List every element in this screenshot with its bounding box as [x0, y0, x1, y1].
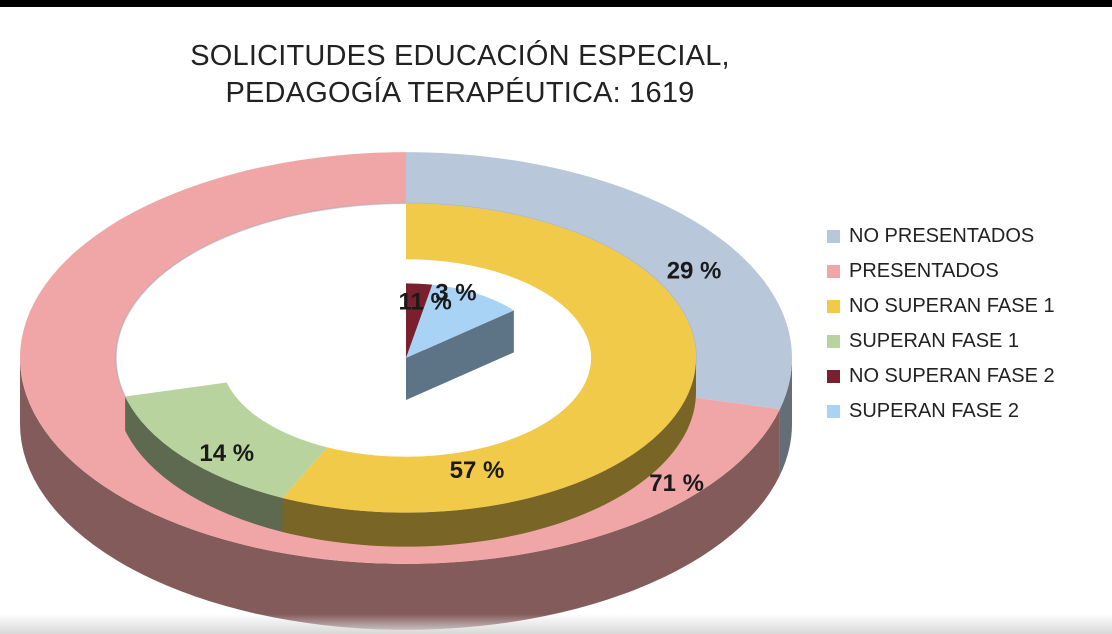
chart-title: SOLICITUDES EDUCACIÓN ESPECIAL, PEDAGOGÍ… — [140, 38, 780, 112]
legend-label: NO PRESENTADOS — [849, 225, 1035, 247]
outer-ring-wall — [20, 358, 780, 630]
data-label: 3 % — [435, 279, 476, 306]
chart-title-line-2: PEDAGOGÍA TERAPÉUTICA: 1619 — [225, 77, 695, 109]
legend-item: NO SUPERAN FASE 1 — [827, 289, 1055, 324]
middle-ring-slice — [125, 382, 328, 498]
data-label: 11 % — [399, 288, 452, 315]
legend-swatch — [827, 335, 840, 348]
legend-label: SUPERAN FASE 2 — [849, 400, 1020, 422]
outer-ring-wall — [779, 358, 792, 476]
chart-legend: NO PRESENTADOS PRESENTADOS NO SUPERAN FA… — [827, 219, 1055, 429]
legend-item: NO PRESENTADOS — [827, 219, 1055, 254]
legend-item: SUPERAN FASE 2 — [827, 394, 1055, 429]
middle-ring-wall — [125, 396, 283, 532]
data-label: 71 % — [649, 470, 704, 497]
legend-label: NO SUPERAN FASE 1 — [849, 295, 1055, 317]
data-label: 14 % — [199, 440, 254, 467]
bottom-fade — [0, 614, 1112, 634]
legend-item: SUPERAN FASE 1 — [827, 324, 1055, 359]
middle-ring-slice — [282, 203, 696, 513]
inner-slice — [406, 283, 433, 358]
legend-swatch — [827, 405, 840, 418]
middle-ring-wall — [282, 358, 696, 547]
legend-swatch — [827, 370, 840, 383]
legend-swatch — [827, 300, 840, 313]
chart-title-line-1: SOLICITUDES EDUCACIÓN ESPECIAL, — [190, 40, 730, 72]
legend-label: NO SUPERAN FASE 2 — [849, 365, 1055, 387]
inner-slice-side — [406, 310, 514, 400]
legend-swatch — [827, 230, 840, 243]
legend-label: SUPERAN FASE 1 — [849, 330, 1020, 352]
legend-label: PRESENTADOS — [849, 260, 999, 282]
legend-item: NO SUPERAN FASE 2 — [827, 359, 1055, 394]
inner-slice — [406, 284, 514, 358]
legend-item: PRESENTADOS — [827, 254, 1055, 289]
top-border — [0, 0, 1112, 7]
data-label: 29 % — [667, 257, 722, 284]
legend-swatch — [827, 265, 840, 278]
data-label: 57 % — [450, 457, 505, 484]
